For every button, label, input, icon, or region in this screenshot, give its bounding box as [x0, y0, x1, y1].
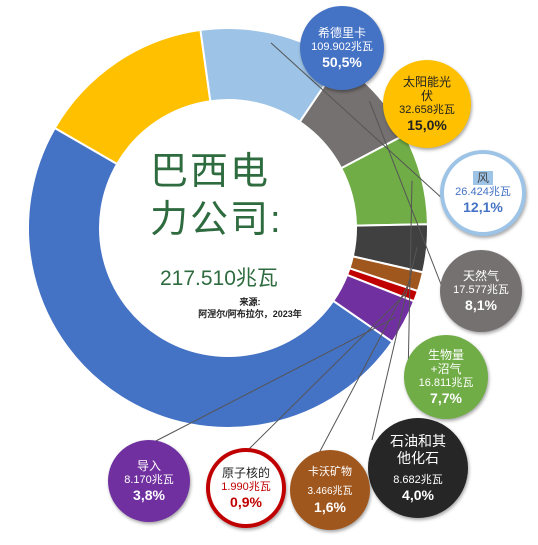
slice-hydro — [27, 126, 394, 429]
leader-line-nuclear — [245, 292, 407, 453]
label-name-line2: +沼气 — [430, 361, 462, 376]
label-name: 希德里卡 — [317, 25, 366, 40]
label-bubble-import: 导入 8.170兆瓦 3,8% — [108, 440, 190, 522]
slice-import — [331, 273, 416, 344]
label-name: 风 — [472, 170, 493, 185]
leader-lines — [149, 42, 445, 456]
leader-line-oil — [371, 247, 418, 441]
leader-line-gas — [369, 101, 445, 293]
label-value: 8.170兆瓦 — [124, 473, 174, 486]
label-percent: 4,0% — [402, 486, 434, 503]
label-percent: 1,6% — [314, 498, 346, 515]
chart-title-line2: 力公司: — [150, 199, 283, 241]
chart-title: 巴西电 力公司: — [150, 148, 310, 244]
label-percent: 12,1% — [463, 198, 503, 215]
label-value: 32.658兆瓦 — [399, 103, 455, 116]
label-bubble-coal: 卡沃矿物 3.466兆瓦 1,6% — [290, 450, 370, 530]
source-text: 阿涅尔/阿布拉尔，2023年 — [198, 309, 302, 319]
leader-line-coal — [317, 278, 412, 456]
chart-title-line1: 巴西电 — [150, 151, 271, 193]
label-bubble-biomass: 生物量 +沼气 16.811兆瓦 7,7% — [404, 335, 488, 419]
chart-source: 来源: 阿涅尔/阿布拉尔，2023年 — [180, 296, 320, 320]
label-name: 卡沃矿物 — [308, 465, 352, 478]
leader-line-wind — [270, 42, 445, 201]
label-name: 导入 — [136, 458, 161, 473]
label-value: 17.577兆瓦 — [453, 283, 509, 296]
label-percent: 7,7% — [430, 389, 462, 406]
label-value: 1.990兆瓦 — [221, 480, 271, 493]
label-name-line2: 他化石 — [397, 449, 439, 466]
label-bubble-gas: 天然气 17.577兆瓦 8,1% — [440, 250, 522, 332]
label-name: 天然气 — [462, 268, 499, 283]
label-bubble-oil: 石油和其 他化石 8.682兆瓦 4,0% — [368, 418, 468, 518]
label-name-line1: 太阳能光 — [402, 74, 451, 89]
label-value: 26.424兆瓦 — [455, 185, 511, 198]
label-name-line1: 生物量 — [427, 347, 464, 362]
label-percent: 15,0% — [407, 116, 447, 133]
leader-line-import — [149, 317, 396, 445]
label-percent: 50,5% — [322, 53, 362, 70]
label-value: 3.466兆瓦 — [307, 485, 353, 497]
label-value: 8.682兆瓦 — [393, 473, 443, 486]
label-percent: 8,1% — [465, 296, 497, 313]
label-percent: 0,9% — [230, 493, 262, 510]
label-name: 原子核的 — [221, 465, 270, 480]
label-name-line2: 伏 — [420, 88, 433, 103]
label-bubble-solar: 太阳能光 伏 32.658兆瓦 15,0% — [383, 60, 471, 148]
label-percent: 3,8% — [133, 486, 165, 503]
label-value: 16.811兆瓦 — [418, 376, 474, 389]
label-name-line1: 石油和其 — [390, 432, 446, 449]
label-value: 109.902兆瓦 — [311, 40, 373, 53]
source-label: 来源: — [239, 297, 261, 307]
label-bubble-nuclear: 原子核的 1.990兆瓦 0,9% — [206, 448, 286, 528]
label-bubble-wind: 风 26.424兆瓦 12,1% — [440, 150, 526, 236]
label-bubble-hydro: 希德里卡 109.902兆瓦 50,5% — [300, 6, 384, 90]
chart-total: 217.510兆瓦 — [160, 267, 278, 290]
